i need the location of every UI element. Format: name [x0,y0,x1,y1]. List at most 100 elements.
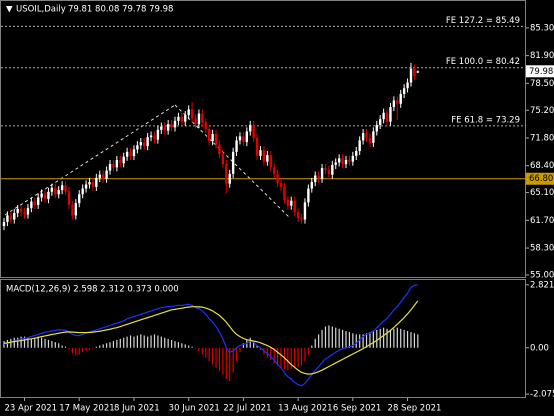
candle-body [180,116,184,122]
candle-body [129,151,132,156]
candle-body [327,169,331,175]
menu-arrow: ▼ [6,5,13,15]
y-tick-label: 68.40 [530,161,554,171]
candle-body [225,164,228,184]
candle-body [392,100,396,107]
x-tick-label: 23 Apr 2021 [5,404,58,414]
candle-body [149,135,153,138]
candle-body [190,109,194,119]
candle-body [98,174,101,178]
candle-body [276,173,279,183]
candle-body [245,131,249,143]
candle-body [47,191,50,200]
candle-body [194,118,197,125]
candle-body [26,208,30,215]
candle-body [173,120,177,128]
candle-body [238,136,242,141]
x-tick-label: 6 Sep 2021 [333,404,381,414]
candle-body [272,167,276,174]
y-tick-label: 71.80 [530,133,554,143]
candle-body [375,124,378,132]
candle-body [184,115,187,122]
candle-body [365,133,368,138]
candle-body [317,175,320,179]
candle-body [242,136,245,143]
candle-body [252,124,255,138]
candle-body [197,113,201,125]
x-tick-label: 17 May 2021 [59,404,114,414]
candle-body [214,133,218,145]
fibo-label: FE 61.8 = 73.29 [451,115,520,125]
fibo-label: FE 127.2 = 85.49 [446,16,520,26]
candle-body [290,200,293,206]
y-tick-label: 78.50 [530,79,554,89]
candle-body [74,203,78,216]
candle-body [279,182,283,187]
y-tick-label: 0.00 [530,343,549,353]
candle-body [136,145,139,150]
candle-body [115,159,119,168]
candle-body [88,182,91,185]
candle-body [348,159,351,162]
candle-body [303,202,307,220]
candle-body [310,182,313,189]
candle-body [57,190,60,195]
price-box [526,172,554,185]
candle-body [108,164,112,171]
candle-body [23,212,26,215]
candle-body [19,208,23,213]
x-tick-label: 30 Jun 2021 [169,404,220,414]
candle-body [399,93,402,104]
candle-body [351,155,355,162]
candle-body [228,173,231,184]
candle-body [132,149,136,156]
y-tick-label: -2.075 [530,390,554,400]
y-tick-label: 58.30 [530,244,554,254]
candle-body [300,217,303,220]
candle-body [379,119,382,125]
candle-body [33,201,36,205]
candle-body [60,185,64,191]
candle-body [81,188,84,195]
candle-body [64,185,67,191]
candle-body [293,200,296,213]
last-price-box [526,65,554,78]
candle-body [334,162,337,165]
x-tick-label: 8 Jun 2021 [114,404,160,414]
candle-body [91,182,95,187]
candle-body [389,106,392,122]
candle-body [283,186,286,200]
candle-body [30,201,33,209]
candle-body [307,188,310,203]
candle-body [166,124,170,131]
y-tick-label: 55.00 [530,270,554,280]
candle-body [119,159,122,164]
x-tick-label: 22 Jul 2021 [223,404,271,414]
candle-body [314,175,317,183]
chart-title: USOIL,Daily [16,5,66,15]
candle-body [78,194,81,204]
candle-body [84,184,88,189]
last-price-label: 79.98 [529,67,553,77]
candle-body [9,215,13,220]
candle-body [95,177,98,187]
y-tick-label: 81.90 [530,51,554,61]
candle-body [218,144,221,155]
y-tick-label: 65.10 [530,188,554,198]
candle-body [235,140,238,152]
candle-body [361,133,365,141]
candle-body [187,109,190,116]
y-tick-label: 2.821 [530,280,554,290]
candle-body [6,215,9,222]
candle-body [402,88,406,94]
y-tick-label: 75.20 [530,106,554,116]
candle-body [105,170,108,179]
candle-body [153,135,156,140]
candle-body [67,190,71,205]
candle-body [163,126,166,131]
y-tick-label: 85.30 [530,23,554,33]
candle-body [43,193,47,200]
